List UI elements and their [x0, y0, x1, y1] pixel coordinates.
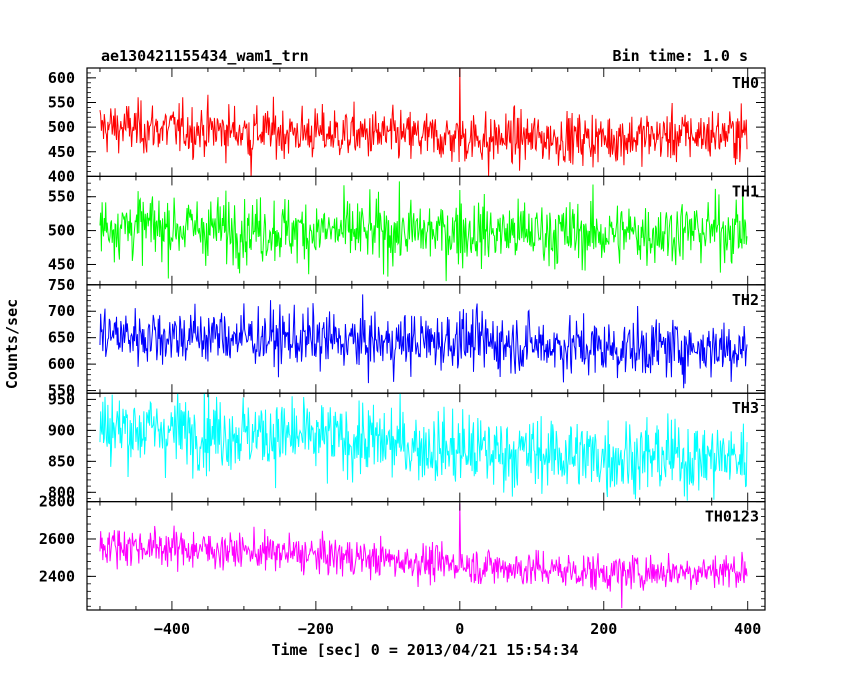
- series-line-th0: [99, 68, 748, 177]
- x-axis: −400 −200 0 200 400: [154, 620, 761, 638]
- panel-frame: [86, 175, 766, 286]
- y-tick-label: 550: [48, 188, 75, 206]
- y-tick-label: 950: [48, 390, 75, 408]
- y-tick-label: 800: [48, 483, 75, 501]
- x-axis-label: Time [sec] 0 = 2013/04/21 15:54:34: [271, 641, 578, 659]
- panel-label: TH2: [732, 291, 759, 309]
- y-tick-label: 2400: [39, 567, 75, 585]
- bin-time-label: Bin time: 1.0 s: [613, 47, 748, 65]
- figure-title: ae130421155434_wam1_trn: [101, 47, 309, 65]
- panel-label: TH0123: [705, 508, 759, 526]
- panel-th0: 400 450 500 550 600 TH0: [48, 67, 766, 185]
- y-tick-label: 850: [48, 452, 75, 470]
- panel-th3: 800 850 900 950 TH3: [48, 390, 766, 503]
- x-tick-label: −200: [298, 620, 334, 638]
- y-tick-label: 450: [48, 143, 75, 161]
- y-tick-label: 500: [48, 222, 75, 240]
- y-tick-label: 550: [48, 382, 75, 400]
- panel-label: TH1: [732, 182, 759, 200]
- series-line-th2: [99, 294, 748, 389]
- panel-frame: [86, 501, 766, 611]
- y-tick-label: 600: [48, 69, 75, 87]
- y-tick-label: 750: [48, 276, 75, 294]
- x-tick-label: 0: [455, 620, 464, 638]
- y-tick-label: 650: [48, 329, 75, 347]
- y-tick-label: 2800: [39, 493, 75, 511]
- panel-th1: 450 500 550 TH1: [48, 175, 766, 286]
- y-axis-label: Counts/sec: [3, 299, 21, 389]
- y-tick-label: 700: [48, 302, 75, 320]
- y-tick-label: 400: [48, 167, 75, 185]
- x-tick-label: −400: [154, 620, 190, 638]
- x-tick-label: 400: [734, 620, 761, 638]
- series-line-th3: [99, 393, 748, 501]
- panel-th2: 550 600 650 700 750 TH2: [48, 276, 766, 400]
- panel-th0123: 2400 2600 2800 TH0123: [39, 493, 766, 611]
- x-tick-label: 200: [590, 620, 617, 638]
- y-tick-label: 500: [48, 118, 75, 136]
- y-tick-label: 550: [48, 93, 75, 111]
- y-tick-label: 2600: [39, 530, 75, 548]
- panel-label: TH3: [732, 399, 759, 417]
- y-tick-label: 600: [48, 355, 75, 373]
- panel-label: TH0: [732, 74, 759, 92]
- panels-group: 400 450 500 550 600 TH0 450 500 550 TH1 550 600 650 7…: [39, 67, 766, 611]
- series-line-th1: [99, 181, 748, 282]
- series-line-th0123: [99, 503, 748, 609]
- y-tick-label: 450: [48, 255, 75, 273]
- y-tick-label: 900: [48, 421, 75, 439]
